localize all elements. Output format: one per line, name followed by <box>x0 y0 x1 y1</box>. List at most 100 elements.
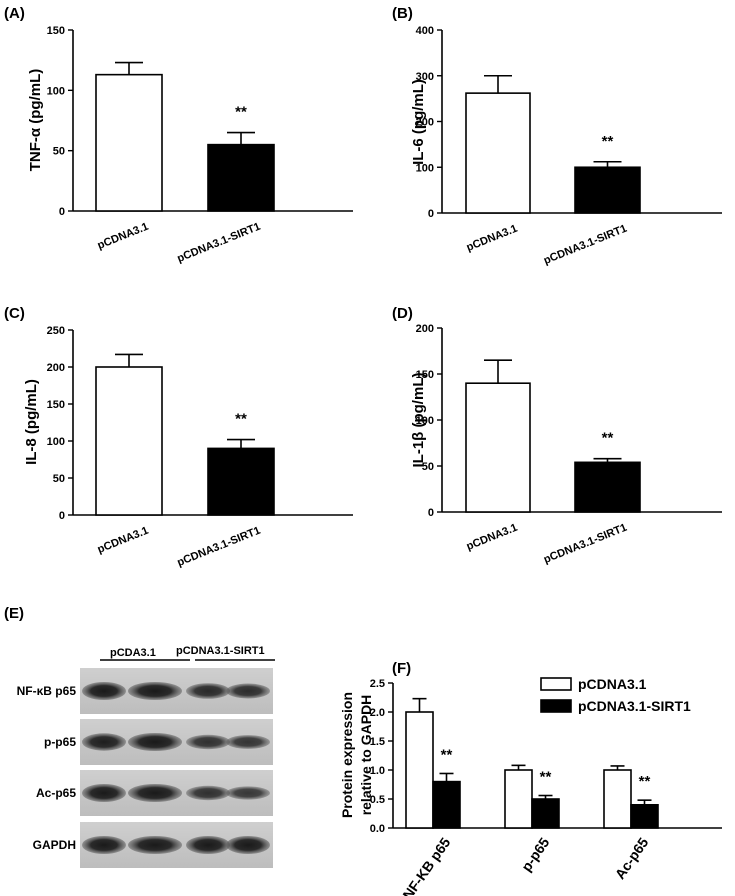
blot-row-label: NF-κB p65 <box>17 684 77 698</box>
blot-band <box>82 733 126 751</box>
y-tick-label: 0 <box>428 507 434 519</box>
y-tick-label: 200 <box>47 362 65 374</box>
blot-panel: (E) pCDA3.1 pCDNA3.1-SIRT1 NF-κB p65 p-p65 Ac… <box>4 605 275 868</box>
y-tick-label: 250 <box>47 325 65 337</box>
y-tick-label: 100 <box>416 162 434 174</box>
legend-label: pCDNA3.1 <box>578 676 647 692</box>
y-tick-label: 50 <box>422 461 434 473</box>
panel-label: (A) <box>4 5 25 22</box>
chart-panel-0: (A) 0 50 100 150 TNF-α (pg/mL) pCDNA3.1 ** pCDNA… <box>4 5 353 265</box>
bar <box>574 166 641 214</box>
y-tick-label: 200 <box>416 323 434 335</box>
y-axis-label: IL-6 (pg/mL) <box>410 79 427 165</box>
x-category-label: pCDNA3.1 <box>465 522 519 553</box>
blot-band <box>128 784 182 802</box>
bar <box>531 798 560 829</box>
chart-panel-2: (C) 0 50 100 150 200 250 IL-8 (pg/mL) pCDNA3.1 **… <box>4 305 353 569</box>
blot-band <box>226 836 270 854</box>
y-tick-label: 150 <box>416 369 434 381</box>
blot-row-label: Ac-p65 <box>36 786 76 800</box>
bar <box>95 73 163 212</box>
group-label: pCDNA3.1-SIRT1 <box>176 645 265 657</box>
blot-band <box>128 682 182 700</box>
legend-label: pCDNA3.1-SIRT1 <box>578 698 691 714</box>
x-category-label: pCDNA3.1-SIRT1 <box>542 522 629 566</box>
x-category-label: pCDNA3.1-SIRT1 <box>175 525 262 569</box>
blot-band <box>128 733 182 751</box>
chart-panel-1: (B) 0 100 200 300 400 IL-6 (pg/mL) pCDNA3.1 ** pC… <box>392 5 722 267</box>
significance-label: ** <box>602 133 614 150</box>
bar <box>432 780 461 829</box>
legend-swatch <box>540 699 572 713</box>
y-tick-label: 150 <box>47 25 65 37</box>
blot-band <box>128 836 182 854</box>
y-tick-label: 0 <box>59 510 65 522</box>
x-category-label: Ac-p65 <box>612 834 652 882</box>
y-tick-label: 2.5 <box>370 678 385 690</box>
bar <box>504 769 533 829</box>
blot-band <box>82 836 126 854</box>
blot-band <box>226 683 270 699</box>
significance-label: ** <box>235 411 247 428</box>
bar <box>574 461 641 513</box>
group-label: pCDA3.1 <box>110 647 156 659</box>
panel-label: (F) <box>392 660 411 677</box>
blot-band <box>186 734 230 750</box>
bar <box>465 382 531 513</box>
y-axis-label: IL-8 (pg/mL) <box>23 379 40 465</box>
significance-label: ** <box>540 769 552 786</box>
x-category-label: pCDNA3.1-SIRT1 <box>175 221 262 265</box>
panel-label: (E) <box>4 605 24 622</box>
panel-label: (B) <box>392 5 413 22</box>
y-tick-label: 100 <box>47 436 65 448</box>
blot-band <box>186 785 230 801</box>
y-tick-label: 100 <box>416 415 434 427</box>
x-category-label: pCDNA3.1 <box>465 223 519 254</box>
y-tick-label: 0 <box>59 206 65 218</box>
y-tick-label: 1.5 <box>370 736 385 748</box>
y-tick-label: 0.0 <box>370 823 385 835</box>
blot-band <box>226 786 270 800</box>
y-tick-label: 0.5 <box>370 794 385 806</box>
blot-row-label: p-p65 <box>44 735 76 749</box>
chart-panel-3: (D) 0 50 100 150 200 IL-1β (pg/mL) pCDNA3.1 ** pC… <box>392 305 722 566</box>
y-tick-label: 200 <box>416 117 434 129</box>
bar <box>207 143 275 212</box>
x-category-label: pCDNA3.1 <box>96 525 150 556</box>
blot-band <box>186 683 230 699</box>
significance-label: ** <box>639 773 651 790</box>
bar <box>603 769 632 829</box>
y-tick-label: 150 <box>47 399 65 411</box>
y-axis-label: Protein expression <box>339 692 355 818</box>
bar <box>630 803 659 829</box>
panel-label: (D) <box>392 305 413 322</box>
bar <box>465 92 531 214</box>
y-axis-label: TNF-α (pg/mL) <box>27 69 44 172</box>
y-tick-label: 50 <box>53 146 65 158</box>
y-tick-label: 100 <box>47 85 65 97</box>
y-tick-label: 2.0 <box>370 707 385 719</box>
panel-label: (C) <box>4 305 25 322</box>
blot-band <box>226 735 270 749</box>
bar <box>405 711 434 829</box>
significance-label: ** <box>441 746 453 763</box>
y-tick-label: 400 <box>416 25 434 37</box>
y-tick-label: 50 <box>53 473 65 485</box>
bar <box>207 447 275 516</box>
significance-label: ** <box>602 430 614 447</box>
y-axis-label: IL-1β (pg/mL) <box>410 373 427 468</box>
legend-swatch <box>540 677 572 691</box>
y-tick-label: 300 <box>416 71 434 83</box>
chart-panel-f: (F) 0.0 0.5 1.0 1.5 2.0 2.5 Protein expression r… <box>339 660 722 896</box>
blot-band <box>82 784 126 802</box>
x-category-label: NF-KB p65 <box>399 834 453 896</box>
blot-band <box>82 682 126 700</box>
x-category-label: pCDNA3.1-SIRT1 <box>542 223 629 267</box>
y-tick-label: 1.0 <box>370 765 385 777</box>
y-axis-label: relative to GAPDH <box>358 695 374 816</box>
blot-row-label: GAPDH <box>33 838 76 852</box>
significance-label: ** <box>235 104 247 121</box>
y-tick-label: 0 <box>428 208 434 220</box>
x-category-label: pCDNA3.1 <box>96 221 150 252</box>
